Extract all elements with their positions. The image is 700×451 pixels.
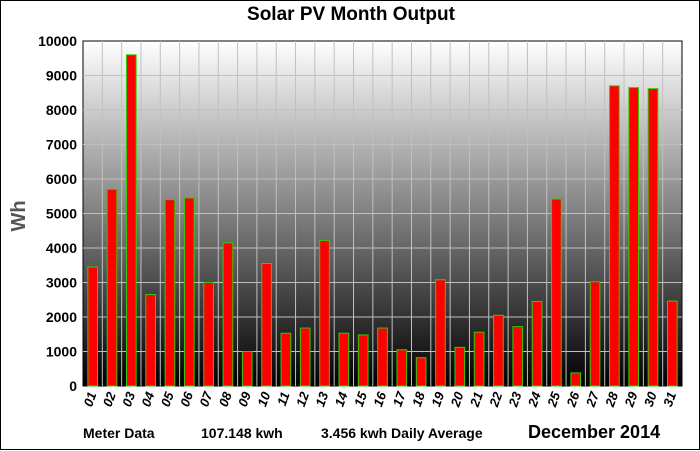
- y-tick-label: 0: [69, 378, 77, 394]
- y-axis-label: Wh: [8, 200, 30, 231]
- x-tick-label: 08: [216, 389, 235, 408]
- x-tick-label: 01: [80, 390, 99, 409]
- y-axis-ticks: 0 1000 2000 3000 4000 5000 6000 7000 8000 9000 100…: [38, 33, 77, 394]
- bar-day-10: [261, 263, 272, 387]
- y-tick-label: 6000: [46, 171, 77, 187]
- bar-day-17: [396, 349, 408, 387]
- bar-day-06: [183, 197, 195, 387]
- bar-day-20: [454, 346, 466, 387]
- x-tick-label: 04: [138, 389, 157, 408]
- y-tick-label: 8000: [46, 102, 77, 118]
- bar-day-09: [241, 351, 253, 387]
- x-tick-label: 09: [235, 389, 254, 408]
- bar-series: [87, 54, 678, 387]
- x-axis-ticks: 01 02 03 04 05 06 07 08 09 10 11 12 13 14 15 16 17 18 19 20…: [80, 389, 679, 409]
- grid-lines: [83, 41, 682, 386]
- y-tick-label: 1000: [46, 344, 77, 360]
- footer-meter-label: Meter Data: [83, 425, 155, 441]
- bar-day-23: [512, 326, 524, 387]
- footer-month: December 2014: [528, 422, 661, 442]
- bar-day-24: [531, 300, 543, 387]
- x-tick-label: 02: [100, 389, 119, 408]
- bar-day-28: [609, 85, 620, 387]
- bar-day-14: [338, 332, 350, 387]
- bar-day-27: [589, 281, 601, 387]
- x-tick-label: 06: [177, 389, 196, 408]
- x-tick-label: 12: [293, 389, 312, 408]
- x-tick-label: 17: [390, 389, 409, 408]
- x-tick-label: 22: [486, 389, 506, 409]
- bar-day-26: [570, 372, 582, 387]
- x-tick-label: 11: [274, 390, 293, 408]
- x-tick-label: 23: [505, 389, 525, 409]
- x-tick-label: 14: [332, 389, 351, 408]
- bar-day-18: [415, 357, 427, 387]
- bar-day-22: [493, 314, 504, 387]
- bar-day-05: [164, 199, 176, 387]
- y-tick-label: 10000: [38, 33, 77, 49]
- footer-daily-average: 3.456 kwh Daily Average: [321, 425, 483, 441]
- bar-day-19: [435, 279, 446, 387]
- y-tick-label: 9000: [46, 68, 77, 84]
- y-tick-label: 7000: [46, 137, 77, 153]
- x-tick-label: 21: [467, 390, 486, 410]
- bar-day-25: [551, 198, 562, 387]
- y-tick-label: 3000: [46, 275, 77, 291]
- bar-day-02: [106, 188, 118, 387]
- bar-day-01: [87, 266, 98, 387]
- bar-day-16: [377, 327, 388, 387]
- y-tick-label: 4000: [46, 240, 77, 256]
- bar-day-13: [319, 239, 330, 387]
- x-tick-label: 03: [119, 389, 138, 408]
- x-tick-label: 05: [158, 389, 177, 408]
- x-tick-label: 15: [351, 389, 370, 408]
- x-tick-label: 16: [370, 389, 389, 408]
- x-tick-label: 18: [409, 389, 428, 408]
- x-tick-label: 10: [254, 389, 273, 408]
- x-tick-label: 26: [563, 389, 583, 409]
- x-tick-label: 27: [582, 389, 602, 409]
- bar-day-31: [667, 300, 678, 387]
- footer-total: 107.148 kwh: [201, 425, 283, 441]
- y-tick-label: 2000: [46, 309, 77, 325]
- bar-day-12: [299, 327, 311, 387]
- x-tick-label: 20: [447, 389, 467, 409]
- chart-title: Solar PV Month Output: [247, 4, 455, 25]
- bar-day-29: [628, 87, 640, 387]
- bar-day-11: [280, 332, 292, 387]
- x-tick-label: 29: [621, 389, 641, 409]
- bar-day-15: [357, 334, 369, 387]
- x-tick-label: 19: [428, 389, 447, 408]
- bar-day-03: [125, 54, 137, 387]
- x-tick-label: 25: [544, 389, 564, 409]
- bar-day-21: [473, 331, 485, 387]
- x-tick-label: 13: [312, 389, 331, 408]
- x-tick-label: 24: [525, 389, 545, 409]
- x-tick-label: 30: [641, 389, 660, 408]
- bar-day-08: [222, 242, 234, 387]
- x-tick-label: 31: [660, 390, 679, 409]
- bar-day-30: [647, 88, 659, 387]
- x-tick-label: 07: [196, 389, 215, 408]
- bar-day-07: [203, 282, 214, 387]
- y-tick-label: 5000: [46, 206, 77, 222]
- x-tick-label: 28: [602, 389, 622, 409]
- bar-day-04: [145, 294, 156, 387]
